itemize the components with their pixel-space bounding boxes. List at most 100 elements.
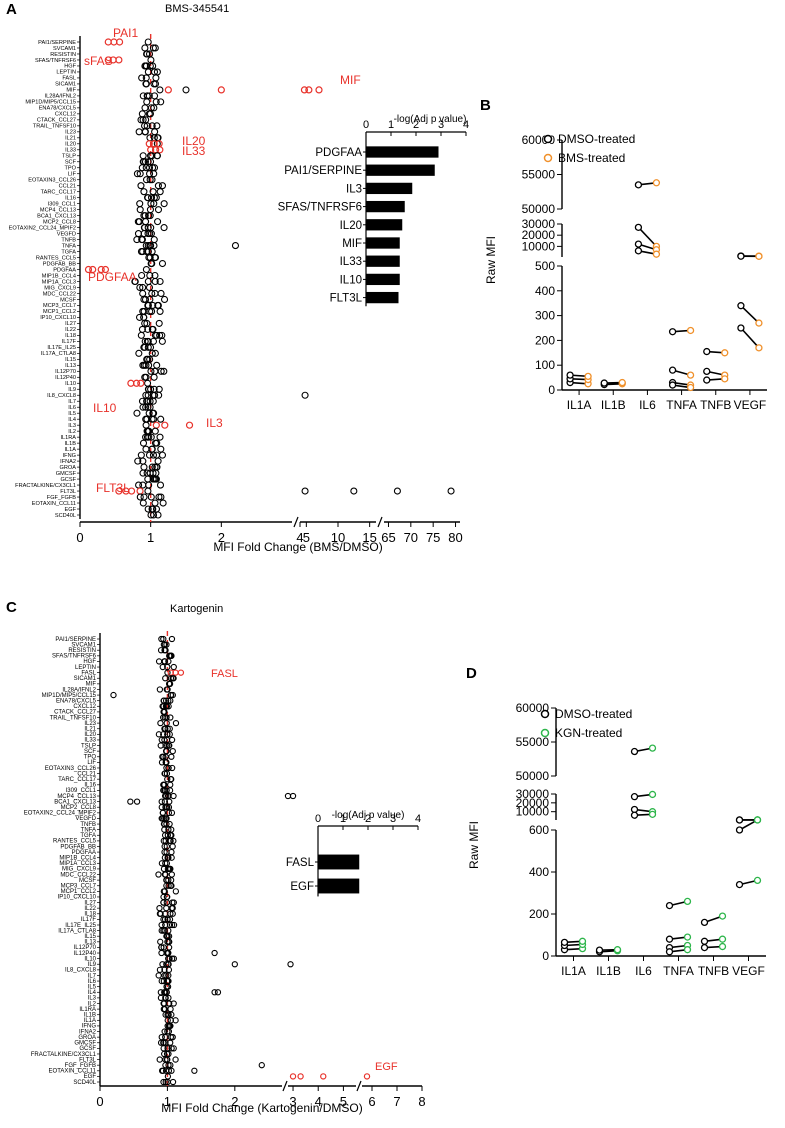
data-point xyxy=(165,764,172,772)
y-tick-label: GCSF xyxy=(79,1046,96,1052)
data-point xyxy=(167,837,174,845)
annotation-label: IL10 xyxy=(93,401,117,415)
data-point xyxy=(161,989,168,996)
data-point xyxy=(149,44,157,52)
inset-category-label: IL20 xyxy=(340,220,362,232)
y-tick-label: IL18 xyxy=(84,912,96,918)
data-point xyxy=(141,128,149,136)
annotation-label: PAI1 xyxy=(113,26,138,40)
y-tick-label: 50000 xyxy=(522,202,556,216)
data-point xyxy=(139,469,147,477)
panel-label-d: D xyxy=(466,665,477,682)
y-tick-label: FGF_FGFB xyxy=(47,495,76,501)
x-tick-label: 4 xyxy=(315,1094,322,1109)
data-point xyxy=(150,104,158,112)
axis-break-mark xyxy=(293,516,299,528)
y-tick-label: MCP2_CCL8 xyxy=(43,219,76,225)
panel-label-c: C xyxy=(6,599,17,616)
data-point xyxy=(158,635,165,643)
y-tick-label: IL5 xyxy=(88,984,97,990)
y-tick-label: TSLP xyxy=(81,743,96,749)
data-point xyxy=(151,277,159,286)
legend-b-control: DMSO-treated xyxy=(558,132,635,146)
data-point xyxy=(170,663,177,671)
y-tick-label: SFAS/TNFRSF6 xyxy=(52,654,97,660)
x-tick-label: 3 xyxy=(289,1094,296,1109)
data-point xyxy=(158,927,165,934)
y-tick-label: EGF xyxy=(84,1074,97,1080)
data-point-outlier xyxy=(214,989,222,996)
y-tick-label: SFAS/TNFRSF6 xyxy=(35,58,76,64)
control-point xyxy=(560,938,569,946)
data-point xyxy=(160,1078,167,1086)
data-point xyxy=(139,499,147,507)
y-tick-label: SCD40L xyxy=(55,513,76,519)
y-tick-label: 300 xyxy=(535,309,555,323)
data-point xyxy=(137,116,145,124)
data-point xyxy=(136,493,144,501)
y-tick-label: IL15 xyxy=(65,357,76,363)
control-point xyxy=(665,901,674,910)
x-tick-label: 8 xyxy=(418,1094,425,1109)
data-point xyxy=(156,966,164,973)
x-tick-label: 15 xyxy=(362,530,376,545)
control-point xyxy=(634,240,643,248)
y-tick-label: FGF_FGFB xyxy=(65,1063,96,1069)
data-point xyxy=(140,313,148,321)
data-point xyxy=(144,379,152,387)
data-point xyxy=(164,776,171,783)
inset-category-label: IL3 xyxy=(346,183,362,195)
data-point xyxy=(148,445,156,453)
y-tick-label: IL18 xyxy=(65,333,76,339)
control-point xyxy=(634,223,643,232)
inset-category-label: PAI1/SERPINE xyxy=(284,165,362,177)
data-point-highlighted xyxy=(132,379,141,387)
data-point xyxy=(158,182,167,190)
data-point-outlier xyxy=(182,86,190,94)
y-tick-label: IL6 xyxy=(88,979,97,985)
pair-line xyxy=(740,305,760,324)
data-point xyxy=(163,905,170,912)
y-tick-label: IL10 xyxy=(65,381,76,387)
treated-point xyxy=(718,942,727,951)
x-tick-label: VEGF xyxy=(734,398,767,412)
y-tick-label: IL27 xyxy=(65,321,76,327)
data-point xyxy=(152,74,160,82)
data-point xyxy=(140,343,148,351)
legend-marker-treated xyxy=(540,728,550,738)
data-point xyxy=(168,921,176,929)
y-tick-label: SVCAM1 xyxy=(71,642,96,648)
y-tick-label: LEPTIN xyxy=(75,665,96,671)
y-tick-label: FRACTALKINE/CX3CL1 xyxy=(15,483,76,489)
treated-point xyxy=(686,383,695,392)
y-tick-label: IL1RA xyxy=(79,1007,96,1013)
data-point xyxy=(151,367,159,375)
y-tick-label: IL13 xyxy=(65,363,76,369)
x-tick-label: IL1A xyxy=(567,398,592,412)
data-point-outlier xyxy=(301,487,309,495)
y-tick-label: SVCAM1 xyxy=(53,46,76,52)
data-point xyxy=(164,1028,171,1035)
inset-bar xyxy=(366,219,403,231)
data-point xyxy=(134,457,142,465)
data-point-highlighted xyxy=(97,265,105,274)
data-point xyxy=(167,1062,174,1069)
y-tick-label: ENA78/CXCL5 xyxy=(56,698,97,704)
x-tick-label: 5 xyxy=(340,1094,347,1109)
y-tick-label: TRAIL_TNFSF10 xyxy=(33,124,76,130)
panel-c: C Kartogenin MFI Fold Change (Kartogenin… xyxy=(6,599,426,1115)
control-point xyxy=(737,302,745,310)
data-point-outlier xyxy=(258,1062,265,1069)
annotation-label: IL33 xyxy=(182,144,206,158)
y-tick-label: IL1B xyxy=(84,1013,96,1019)
data-point xyxy=(163,748,170,755)
x-tick-label: 0 xyxy=(76,530,83,545)
data-point xyxy=(169,675,176,682)
data-point xyxy=(133,170,141,178)
y-tick-label: PAI1/SERPINE xyxy=(55,637,96,643)
x-tick-label: 10 xyxy=(331,530,345,545)
data-point xyxy=(160,367,168,375)
control-point xyxy=(737,324,745,332)
data-point xyxy=(159,809,166,816)
data-point xyxy=(142,421,150,429)
